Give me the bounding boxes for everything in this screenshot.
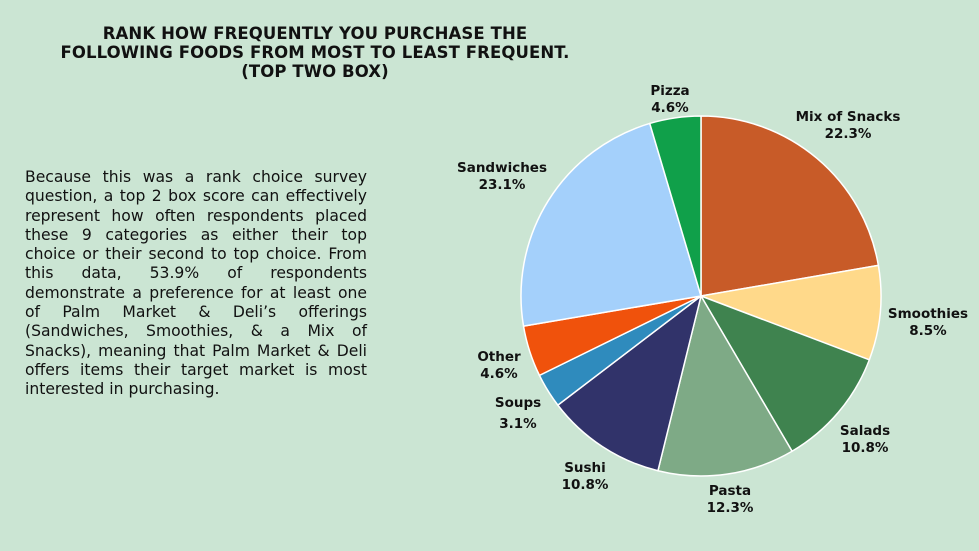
pie-slice-smoothies bbox=[700, 264, 882, 361]
slice-label: Soups bbox=[495, 395, 541, 411]
pie-slice-sandwiches bbox=[520, 122, 702, 327]
pie-labels: Mix of Snacks22.3%Smoothies8.5%Salads10.… bbox=[457, 83, 968, 516]
slice-label: Salads bbox=[840, 423, 890, 439]
pie-slices bbox=[520, 115, 882, 477]
slice-label: Mix of Snacks bbox=[796, 109, 901, 125]
slice-label: Sushi bbox=[564, 460, 606, 476]
slice-label: Smoothies bbox=[888, 306, 968, 322]
slice-value-label: 23.1% bbox=[479, 177, 526, 193]
slice-value-label: 3.1% bbox=[499, 416, 537, 432]
pie-slice-mix-of-snacks bbox=[700, 115, 880, 297]
slice-label: Sandwiches bbox=[457, 160, 547, 176]
pie-slice-pasta bbox=[657, 295, 793, 477]
slice-value-label: 10.8% bbox=[842, 440, 889, 456]
pie-slice-sushi bbox=[557, 295, 702, 472]
title-line: (TOP TWO BOX) bbox=[241, 62, 389, 81]
slide-title: RANK HOW FREQUENTLY YOU PURCHASE THE FOL… bbox=[20, 24, 610, 81]
slice-label: Other bbox=[477, 349, 521, 365]
pie-slice-salads bbox=[700, 295, 871, 453]
title-line: RANK HOW FREQUENTLY YOU PURCHASE THE bbox=[102, 24, 528, 43]
slice-value-label: 12.3% bbox=[707, 500, 754, 516]
slice-label: Pasta bbox=[709, 483, 751, 499]
slice-value-label: 4.6% bbox=[480, 366, 518, 382]
slice-value-label: 10.8% bbox=[562, 477, 609, 493]
title-line: FOLLOWING FOODS FROM MOST TO LEAST FREQU… bbox=[60, 43, 570, 62]
slice-value-label: 8.5% bbox=[909, 323, 947, 339]
slice-value-label: 22.3% bbox=[825, 126, 872, 142]
body-paragraph: Because this was a rank choice survey qu… bbox=[25, 168, 367, 399]
slice-label: Pizza bbox=[650, 83, 689, 99]
slice-value-label: 4.6% bbox=[651, 100, 689, 116]
pie-slice-pizza bbox=[649, 115, 702, 297]
